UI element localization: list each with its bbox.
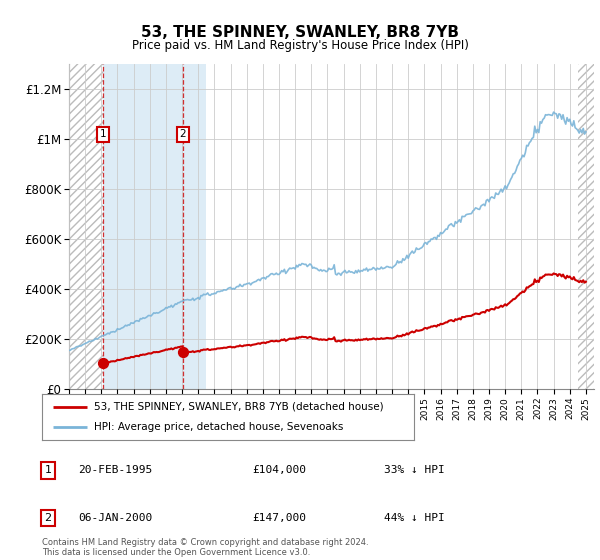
Text: 44% ↓ HPI: 44% ↓ HPI: [384, 513, 445, 523]
Text: 53, THE SPINNEY, SWANLEY, BR8 7YB: 53, THE SPINNEY, SWANLEY, BR8 7YB: [141, 25, 459, 40]
Point: [98, 359, 108, 368]
Point: [178, 348, 188, 357]
Text: £104,000: £104,000: [252, 465, 306, 475]
Text: Contains HM Land Registry data © Crown copyright and database right 2024.
This d: Contains HM Land Registry data © Crown c…: [42, 538, 368, 557]
Text: £147,000: £147,000: [252, 513, 306, 523]
Text: 53, THE SPINNEY, SWANLEY, BR8 7YB (detached house): 53, THE SPINNEY, SWANLEY, BR8 7YB (detac…: [94, 402, 384, 412]
Text: 1: 1: [100, 129, 107, 139]
Text: 2: 2: [44, 513, 52, 523]
Text: HPI: Average price, detached house, Sevenoaks: HPI: Average price, detached house, Seve…: [94, 422, 343, 432]
Text: Price paid vs. HM Land Registry's House Price Index (HPI): Price paid vs. HM Land Registry's House …: [131, 39, 469, 52]
Text: 33% ↓ HPI: 33% ↓ HPI: [384, 465, 445, 475]
Text: 2: 2: [179, 129, 186, 139]
Text: 20-FEB-1995: 20-FEB-1995: [78, 465, 152, 475]
Text: 1: 1: [44, 465, 52, 475]
Text: 06-JAN-2000: 06-JAN-2000: [78, 513, 152, 523]
